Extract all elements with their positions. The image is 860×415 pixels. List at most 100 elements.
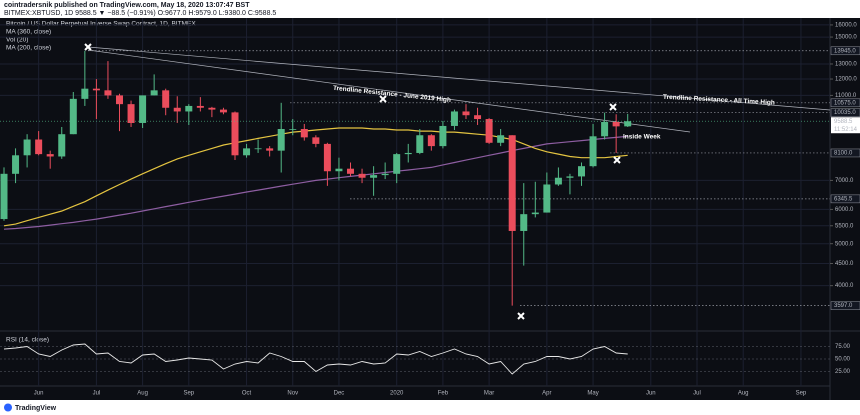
candle-body xyxy=(150,90,158,96)
candle-body xyxy=(12,155,20,174)
x-tick-label: Jul xyxy=(93,391,101,397)
candle-body xyxy=(116,95,123,105)
candle-body xyxy=(358,173,366,178)
candle-body xyxy=(531,212,539,215)
trendline xyxy=(87,46,831,111)
x-tick-label: Feb xyxy=(438,391,449,397)
x-tick-label: Oct xyxy=(242,391,252,397)
level-label: 6345.5 xyxy=(834,196,853,202)
x-tick-label: Jul xyxy=(693,391,701,397)
cross-marker xyxy=(609,103,617,111)
level-label-box xyxy=(830,108,860,117)
candle-body xyxy=(300,129,308,138)
candle-body xyxy=(0,173,8,220)
candle-body xyxy=(462,111,470,116)
level-label-box xyxy=(830,301,860,310)
candle-body xyxy=(404,152,412,155)
candle-body xyxy=(277,129,285,151)
legend-entry: Vol (20) xyxy=(6,37,28,44)
candle-body xyxy=(450,111,458,126)
candle-body xyxy=(485,119,493,143)
level-label: 3597.0 xyxy=(834,303,853,309)
candle-body xyxy=(196,105,204,108)
level-label-box xyxy=(830,98,860,108)
candle-body xyxy=(46,154,54,157)
candle-body xyxy=(416,135,424,153)
candle-body xyxy=(254,148,262,150)
candle-body xyxy=(578,166,585,177)
cross-marker xyxy=(84,43,92,51)
footer-brand: TradingView xyxy=(15,405,57,412)
cross-marker xyxy=(613,156,621,164)
level-label-box xyxy=(830,148,860,158)
x-tick-label: Jun xyxy=(646,391,656,397)
x-tick-label: Aug xyxy=(137,391,148,397)
candle-body xyxy=(543,184,551,213)
candle-body xyxy=(393,154,401,174)
y-tick-label: 11000.0 xyxy=(835,93,857,99)
trendline xyxy=(87,49,691,133)
y-tick-label: 16000.0 xyxy=(835,23,857,29)
candle-body xyxy=(474,115,482,120)
candle-body xyxy=(92,88,100,91)
last-price-box xyxy=(831,117,860,134)
y-tick-label: 12000.0 xyxy=(835,77,857,83)
level-label: 8100.0 xyxy=(834,151,853,157)
candle-body xyxy=(69,98,77,135)
cross-marker xyxy=(379,95,387,103)
y-tick-label: 5000.0 xyxy=(835,241,854,247)
candle-body xyxy=(312,137,320,144)
x-tick-label: Nov xyxy=(287,391,298,397)
candle-body xyxy=(173,107,181,112)
cross-marker xyxy=(517,312,525,320)
candle-body xyxy=(566,176,574,178)
legend-entry: MA (200, close) xyxy=(6,45,51,52)
candle-body xyxy=(520,214,528,231)
x-tick-label: Jun xyxy=(34,391,44,397)
x-tick-label: Apr xyxy=(542,391,551,397)
level-label-box xyxy=(830,46,860,56)
candle-body xyxy=(139,95,147,123)
y-tick-label: 4000.0 xyxy=(835,283,854,289)
candle-body xyxy=(127,104,135,123)
candle-body xyxy=(427,135,435,147)
annotation: Inside Week xyxy=(623,134,661,141)
x-tick-label: Aug xyxy=(738,391,749,397)
candle-body xyxy=(162,90,170,108)
rsi-line xyxy=(3,343,628,375)
x-tick-label: May xyxy=(587,391,598,397)
candle-body xyxy=(612,121,620,127)
candle-body xyxy=(23,139,31,156)
level-label: 13945.0 xyxy=(834,48,856,54)
legend-entry: MA (360, close) xyxy=(6,29,51,36)
candle-body xyxy=(381,173,389,176)
candle-body xyxy=(497,135,505,143)
tradingview-logo xyxy=(4,403,12,412)
candle-body xyxy=(335,168,343,172)
candle-body xyxy=(370,175,378,178)
x-tick-label: Dec xyxy=(334,391,345,397)
author-line: cointradersnik published on TradingView.… xyxy=(4,2,250,9)
candle-body xyxy=(589,136,597,167)
level-label-box xyxy=(830,194,860,204)
candle-body xyxy=(35,139,43,155)
y-tick-label: 13000.0 xyxy=(835,62,857,68)
candle-body xyxy=(554,177,562,185)
level-label: 10035.0 xyxy=(834,110,856,116)
candle-body xyxy=(81,88,89,99)
rsi-title: RSI (14, close) xyxy=(6,337,49,344)
candle-body xyxy=(185,105,193,112)
candle-body xyxy=(104,90,112,96)
candle-body xyxy=(601,121,609,137)
y-tick-label: 7000.0 xyxy=(835,178,854,184)
rsi-tick-label: 25.00 xyxy=(835,369,851,375)
chart-title: Bitcoin / US Dollar Perpetual Inverse Sw… xyxy=(6,21,196,28)
x-tick-label: Sep xyxy=(796,391,807,397)
rsi-tick-label: 50.00 xyxy=(835,357,851,363)
header-bar xyxy=(0,0,860,18)
x-tick-label: Mar xyxy=(484,391,494,397)
moving-average-line xyxy=(3,135,628,230)
candle-body xyxy=(231,112,239,156)
y-tick-label: 5500.0 xyxy=(835,223,854,229)
candle-body xyxy=(289,129,297,130)
